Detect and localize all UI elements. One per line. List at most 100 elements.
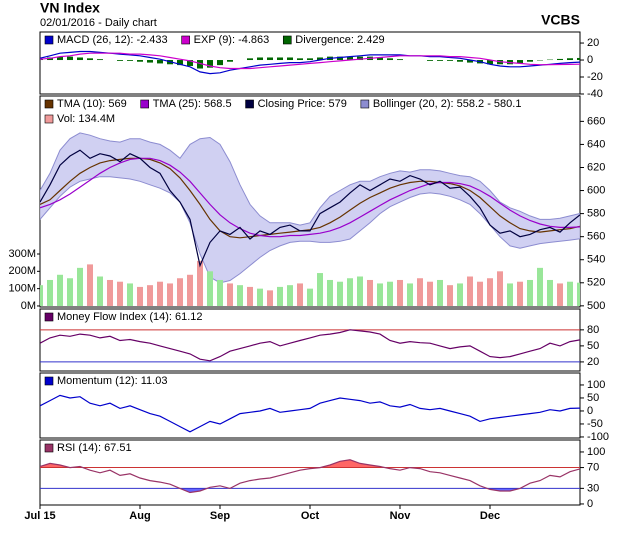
- plot: [40, 459, 580, 494]
- bar: [227, 283, 233, 306]
- bar: [97, 276, 103, 306]
- bar: [517, 60, 523, 64]
- legend-swatch: [44, 443, 54, 453]
- series-line: [40, 157, 580, 239]
- bar: [317, 273, 323, 306]
- bar: [477, 281, 483, 306]
- y-tick-label: 660: [587, 115, 605, 127]
- bollinger-band: [40, 132, 580, 283]
- chart-title: VN Index: [40, 0, 100, 16]
- y-tick-label: 500: [587, 300, 605, 312]
- bar: [517, 281, 523, 306]
- y-tick-label: 600: [587, 184, 605, 196]
- y-tick-label: 70: [587, 461, 599, 473]
- bar: [357, 56, 363, 61]
- bar: [557, 58, 563, 61]
- legend-swatch: [44, 312, 54, 322]
- legend-label: TMA (25): 568.5: [153, 98, 232, 110]
- legend-swatch: [181, 35, 190, 45]
- bar: [197, 60, 203, 69]
- x-tick-label: Nov: [390, 510, 412, 522]
- bar: [267, 290, 273, 306]
- bar: [57, 274, 63, 306]
- legend-swatch: [44, 376, 54, 386]
- legend-swatch: [140, 99, 150, 109]
- legend-label: MACD (26, 12): -2.433: [57, 34, 168, 46]
- bar: [307, 288, 313, 306]
- bar: [247, 286, 253, 306]
- y-tick-label: 100: [587, 446, 605, 458]
- bar: [217, 279, 223, 306]
- bar: [177, 278, 183, 306]
- bar: [417, 278, 423, 306]
- bar: [387, 281, 393, 306]
- bar: [427, 281, 433, 306]
- bar: [337, 56, 343, 61]
- y-tick-label: 30: [587, 482, 599, 494]
- bar: [437, 279, 443, 306]
- bar: [237, 285, 243, 306]
- plot: [40, 132, 580, 306]
- bar: [147, 285, 153, 306]
- bollinger-upper: [40, 132, 580, 226]
- bar: [437, 60, 443, 61]
- bar: [157, 60, 163, 64]
- y-tick-label: 0: [587, 54, 593, 66]
- y-tick-label: 620: [587, 161, 605, 173]
- y-tick-label: -40: [587, 88, 603, 100]
- x-tick-label: Oct: [301, 510, 320, 522]
- legend-label: Closing Price: 579: [258, 98, 347, 110]
- bar: [137, 60, 143, 62]
- bar: [197, 260, 203, 306]
- bar: [207, 60, 213, 68]
- bar: [77, 57, 83, 61]
- panel-frame: [39, 439, 581, 506]
- bar: [507, 283, 513, 306]
- bar: [487, 60, 493, 65]
- y2-tick-label: 200M: [8, 265, 36, 277]
- y2-tick-label: 300M: [8, 248, 36, 260]
- series-line: [40, 459, 580, 494]
- series-line: [40, 329, 580, 362]
- legend-label: Bollinger (20, 2): 558.2 - 580.1: [373, 98, 522, 110]
- chart-subtitle: 02/01/2016 - Daily chart: [40, 17, 157, 29]
- legend-label: RSI (14): 67.51: [57, 442, 132, 454]
- bar: [257, 288, 263, 306]
- bar: [127, 283, 133, 306]
- y-tick-label: 100: [587, 379, 605, 391]
- bar: [537, 267, 543, 306]
- legend-swatch: [245, 99, 254, 109]
- bar: [367, 279, 373, 306]
- y-tick-label: 20: [587, 356, 599, 368]
- bar: [397, 279, 403, 306]
- bar: [147, 60, 153, 63]
- y-tick-label: 80: [587, 324, 599, 336]
- bar: [347, 56, 353, 61]
- bar: [357, 276, 363, 306]
- legend-swatch: [282, 35, 292, 45]
- bar: [227, 60, 233, 62]
- bar: [87, 264, 93, 306]
- legend-swatch: [360, 99, 370, 109]
- legend-label: Money Flow Index (14): 61.12: [57, 311, 203, 323]
- x-tick-label: Sep: [210, 510, 230, 522]
- bar: [247, 58, 253, 61]
- legend-label: TMA (10): 569: [57, 98, 127, 110]
- bar: [567, 58, 573, 61]
- bar: [297, 58, 303, 61]
- bar: [297, 283, 303, 306]
- y-tick-label: -50: [587, 418, 603, 430]
- y-tick-label: 560: [587, 231, 605, 243]
- y-tick-label: 540: [587, 254, 605, 266]
- plot: [40, 50, 580, 75]
- y-tick-label: 0: [587, 498, 593, 510]
- series-line: [40, 157, 580, 238]
- bar: [177, 60, 183, 66]
- bar: [187, 274, 193, 306]
- bar: [347, 278, 353, 306]
- bar: [377, 283, 383, 306]
- series-line: [40, 394, 580, 433]
- bar: [117, 281, 123, 306]
